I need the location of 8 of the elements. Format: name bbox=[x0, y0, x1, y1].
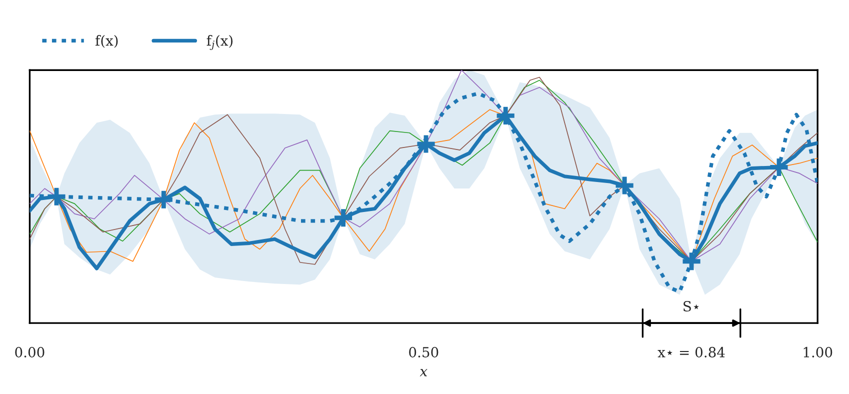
annotation: S⋆ bbox=[684, 301, 699, 312]
x-tick-label: 1.00 bbox=[804, 346, 832, 358]
x-tick-label: 0.00 bbox=[15, 346, 44, 358]
x-axis-title: x bbox=[420, 369, 428, 376]
x-tick-label: x⋆ = 0.84 bbox=[658, 346, 725, 358]
legend-label: f$_{j}$(x) bbox=[206, 35, 233, 50]
x-tick-label: 0.50 bbox=[409, 346, 438, 358]
legend-label: f(x) bbox=[95, 35, 118, 48]
